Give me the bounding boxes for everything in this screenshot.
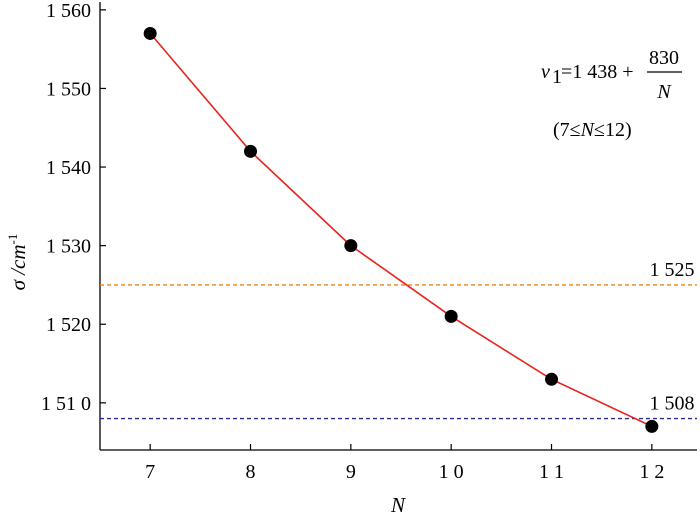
- x-tick-label: 1 2: [639, 461, 664, 483]
- formula-range-close: ≤12): [594, 119, 632, 141]
- y-axis-title-superscript: -1: [5, 234, 20, 245]
- series: [143, 26, 659, 433]
- formula-range-var: N: [580, 119, 596, 141]
- x-ticks: 7 8 9 1 0 1 1 1 2: [145, 444, 664, 483]
- y-tick-label: 1 550: [46, 78, 91, 100]
- formula-lhs: v: [541, 61, 550, 83]
- data-point: [244, 144, 258, 158]
- y-tick-label: 1 540: [46, 157, 91, 179]
- x-tick-label: 1 0: [439, 461, 464, 483]
- y-tick-label: 1 530: [46, 236, 91, 258]
- axes: [99, 2, 697, 451]
- reference-line-label: 1 508: [650, 393, 695, 415]
- x-axis-title: N: [390, 493, 406, 517]
- series-line: [149, 32, 653, 428]
- y-tick-label: 1 560: [46, 0, 91, 22]
- y-axis-title-text: σ /cm: [6, 244, 30, 290]
- data-point: [545, 372, 559, 386]
- formula-lhs-subscript: 1: [552, 66, 562, 88]
- y-ticks: 1 51 0 1 520 1 530 1 540 1 550 1 560: [41, 0, 106, 415]
- formula-denominator: N: [656, 81, 672, 103]
- data-point: [143, 26, 157, 40]
- reference-lines: 1 525 1 508: [100, 259, 697, 420]
- y-tick-label: 1 51 0: [41, 393, 91, 415]
- data-point: [444, 309, 458, 323]
- formula-constant: =1 438 +: [561, 61, 634, 83]
- formula-range-open: (7≤: [553, 119, 581, 141]
- x-tick-label: 8: [246, 461, 256, 483]
- data-point: [645, 419, 659, 433]
- x-tick-label: 7: [145, 461, 155, 483]
- formula-annotation: v 1 =1 438 + 830 N (7≤N≤12): [541, 47, 682, 141]
- reference-line-label: 1 525: [650, 259, 695, 281]
- y-tick-label: 1 520: [46, 314, 91, 336]
- data-point: [344, 239, 358, 253]
- formula-range: (7≤N≤12): [553, 119, 632, 141]
- formula-numerator: 830: [649, 47, 679, 69]
- y-axis-title: σ /cm-1: [5, 234, 30, 291]
- x-tick-label: 1 1: [539, 461, 564, 483]
- x-tick-label: 9: [346, 461, 356, 483]
